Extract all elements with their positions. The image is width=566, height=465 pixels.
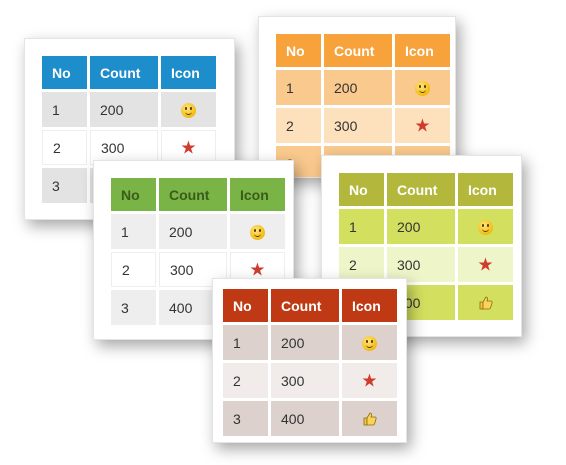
smiley-icon bbox=[415, 80, 430, 96]
thumbs-up-icon bbox=[363, 412, 377, 426]
star-icon: ★ bbox=[361, 370, 378, 391]
table-card-red: No Count Icon 1 200 2 300 ★ 3 400 bbox=[212, 278, 407, 443]
thumbs-up-icon bbox=[479, 296, 493, 310]
table-row: 2 300 ★ bbox=[276, 108, 450, 143]
table-row: 2 300 ★ bbox=[339, 247, 513, 282]
header-count: Count bbox=[90, 56, 158, 89]
table-row: 1 200 bbox=[111, 214, 285, 249]
header-no: No bbox=[42, 56, 87, 89]
table-card-orange: No Count Icon 1 200 2 300 ★ 3 400 bbox=[258, 16, 456, 178]
cell-no: 3 bbox=[223, 401, 268, 436]
table-row: 2 300 ★ bbox=[223, 363, 397, 398]
table-row: 2 300 ★ bbox=[42, 130, 216, 165]
cell-count: 300 bbox=[387, 247, 455, 282]
header-no: No bbox=[223, 289, 268, 322]
star-icon: ★ bbox=[249, 259, 266, 280]
star-icon: ★ bbox=[414, 115, 431, 136]
header-no: No bbox=[276, 34, 321, 67]
table-card-blue: No Count Icon 1 200 2 300 ★ 3 400 bbox=[24, 38, 235, 220]
table-row: 3 400 bbox=[223, 401, 397, 436]
smiley-icon bbox=[250, 224, 265, 240]
cell-count: 200 bbox=[90, 92, 158, 127]
smiley-icon bbox=[362, 335, 377, 351]
header-icon: Icon bbox=[161, 56, 216, 89]
cell-no: 3 bbox=[111, 290, 156, 325]
data-table-green: No Count Icon 1 200 2 300 ★ 3 400 bbox=[108, 175, 288, 328]
cell-no: 2 bbox=[339, 247, 384, 282]
header-icon: Icon bbox=[230, 178, 285, 211]
header-icon: Icon bbox=[458, 173, 513, 206]
cell-count: 200 bbox=[159, 214, 227, 249]
header-count: Count bbox=[159, 178, 227, 211]
smiley-icon bbox=[478, 219, 493, 235]
cell-no: 1 bbox=[42, 92, 87, 127]
cell-count: 400 bbox=[271, 401, 339, 436]
table-row: 1 200 bbox=[42, 92, 216, 127]
table-header-row: No Count Icon bbox=[111, 178, 285, 211]
cell-count: 200 bbox=[324, 70, 392, 105]
table-row: 1 200 bbox=[276, 70, 450, 105]
cell-no: 1 bbox=[339, 209, 384, 244]
header-no: No bbox=[111, 178, 156, 211]
data-table-lime: No Count Icon 1 200 2 300 ★ 3 400 bbox=[336, 170, 516, 323]
cell-no: 2 bbox=[42, 130, 87, 165]
table-header-row: No Count Icon bbox=[339, 173, 513, 206]
cell-no: 1 bbox=[276, 70, 321, 105]
cell-no: 1 bbox=[111, 214, 156, 249]
header-icon: Icon bbox=[342, 289, 397, 322]
cell-count: 300 bbox=[324, 108, 392, 143]
cell-count: 300 bbox=[271, 363, 339, 398]
table-row: 1 200 bbox=[223, 325, 397, 360]
smiley-icon bbox=[181, 102, 196, 118]
header-count: Count bbox=[271, 289, 339, 322]
header-icon: Icon bbox=[395, 34, 450, 67]
data-table-red: No Count Icon 1 200 2 300 ★ 3 400 bbox=[220, 286, 400, 439]
table-header-row: No Count Icon bbox=[223, 289, 397, 322]
cell-no: 2 bbox=[276, 108, 321, 143]
cell-count: 200 bbox=[271, 325, 339, 360]
header-count: Count bbox=[324, 34, 392, 67]
star-icon: ★ bbox=[180, 137, 197, 158]
data-table-blue: No Count Icon 1 200 2 300 ★ 3 400 bbox=[39, 53, 219, 206]
star-icon: ★ bbox=[477, 254, 494, 275]
cell-no: 2 bbox=[111, 252, 156, 287]
table-header-row: No Count Icon bbox=[276, 34, 450, 67]
cell-no: 1 bbox=[223, 325, 268, 360]
cell-count: 300 bbox=[90, 130, 158, 165]
cell-no: 3 bbox=[42, 168, 87, 203]
header-no: No bbox=[339, 173, 384, 206]
cell-no: 2 bbox=[223, 363, 268, 398]
header-count: Count bbox=[387, 173, 455, 206]
table-row: 1 200 bbox=[339, 209, 513, 244]
table-header-row: No Count Icon bbox=[42, 56, 216, 89]
cell-count: 200 bbox=[387, 209, 455, 244]
